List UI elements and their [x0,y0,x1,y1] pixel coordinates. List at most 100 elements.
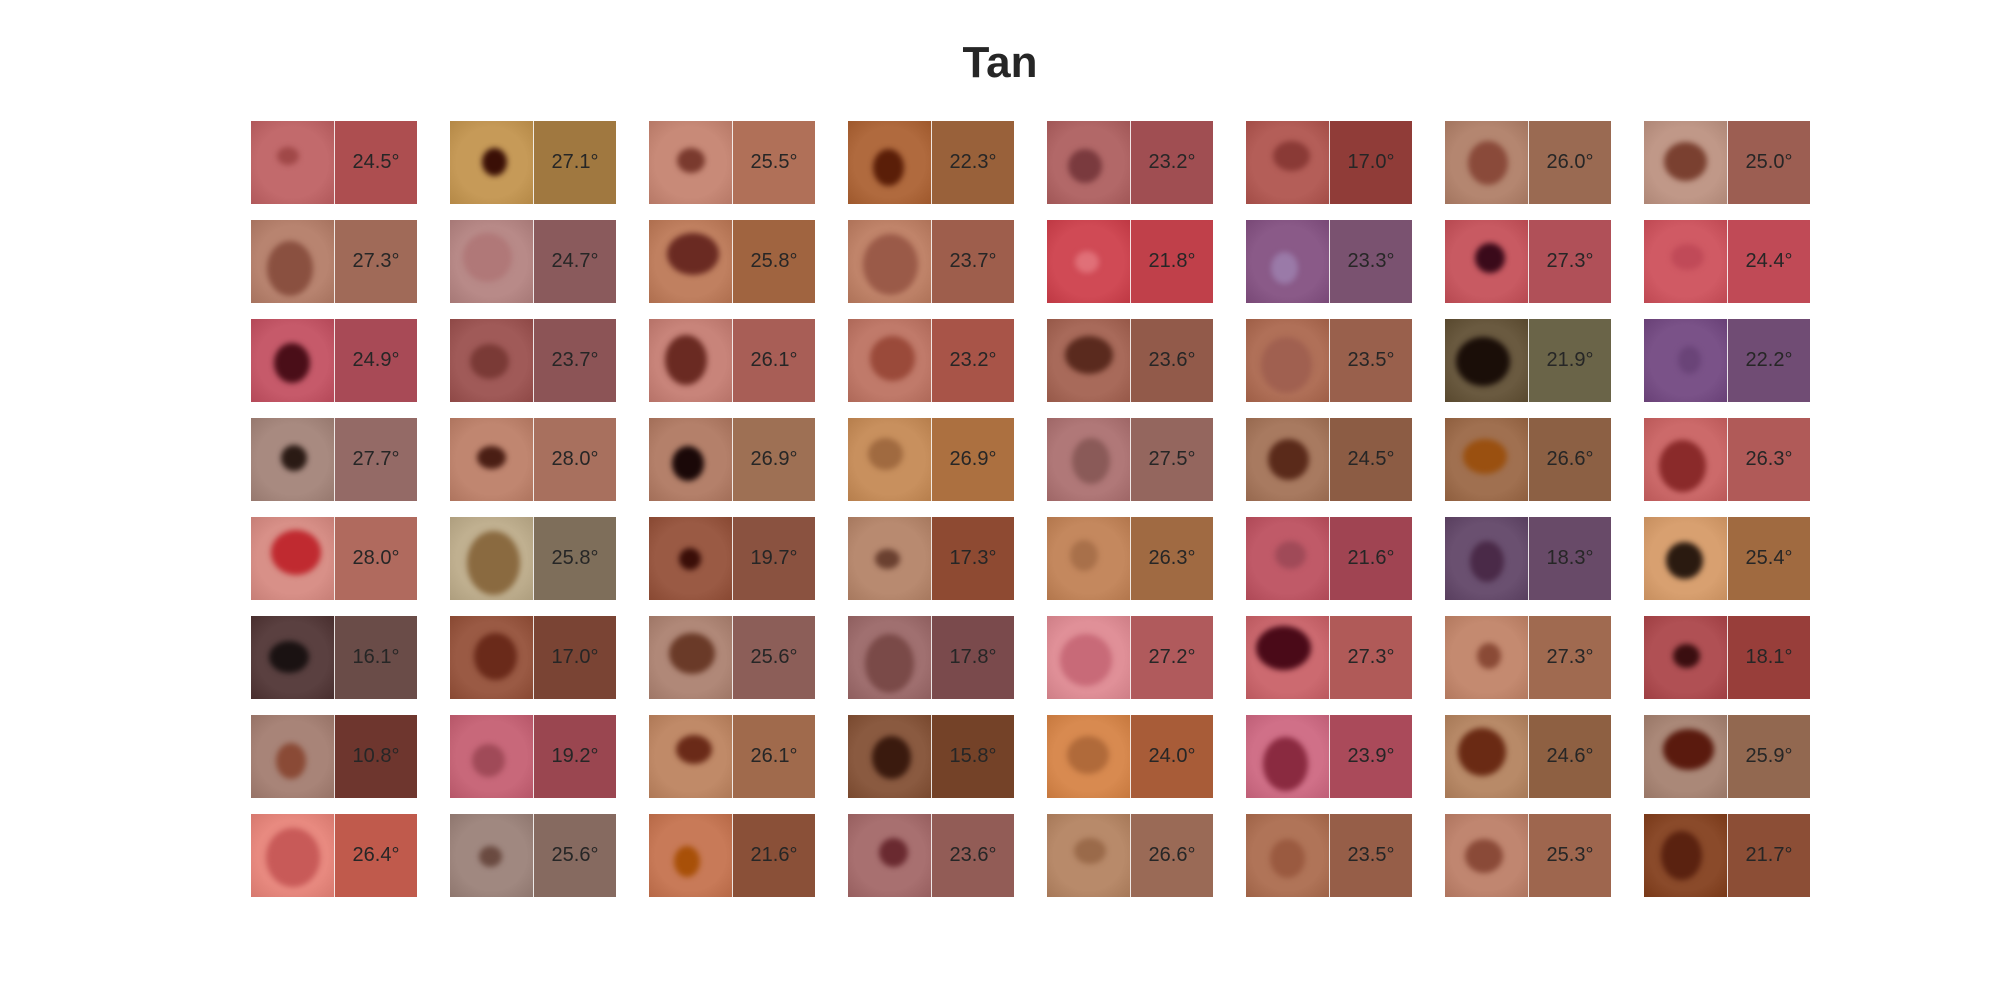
lesion-spot [669,633,715,674]
color-swatch: 23.2° [931,319,1014,402]
lesion-spot [1477,643,1501,669]
lesion-image [1246,220,1329,303]
lesion-image [848,616,931,699]
lesion-spot [1663,141,1707,181]
color-swatch: 16.1° [334,616,417,699]
lesion-image [450,121,533,204]
color-swatch: 25.8° [732,220,815,303]
image-pair: 27.1° [450,121,616,204]
lesion-spot [473,632,517,680]
color-swatch: 27.2° [1130,616,1213,699]
image-pair: 26.6° [1445,418,1611,501]
lesion-image [649,220,732,303]
lesion-spot [674,846,700,877]
image-pair: 17.0° [450,616,616,699]
lesion-image [1644,814,1727,897]
color-swatch: 26.6° [1130,814,1213,897]
lesion-image [848,220,931,303]
lesion-spot [1470,541,1504,582]
image-pair: 26.9° [848,418,1014,501]
image-pair: 19.2° [450,715,616,798]
lesion-image [450,616,533,699]
lesion-image [450,220,533,303]
color-swatch: 19.2° [533,715,616,798]
image-pair: 26.3° [1047,517,1213,600]
lesion-image [251,418,334,501]
color-swatch: 25.9° [1727,715,1810,798]
image-pair: 27.3° [1246,616,1412,699]
lesion-image [649,418,732,501]
image-pair: 21.6° [649,814,815,897]
color-swatch: 24.5° [334,121,417,204]
lesion-image [251,814,334,897]
lesion-spot [874,548,900,569]
image-pair: 17.3° [848,517,1014,600]
lesion-spot [1067,736,1109,774]
lesion-spot [676,735,712,764]
lesion-spot [1672,643,1700,668]
color-swatch: 17.3° [931,517,1014,600]
lesion-image [1047,814,1130,897]
lesion-image [649,814,732,897]
lesion-image [450,319,533,402]
lesion-spot [1255,625,1311,670]
image-pair: 27.3° [1445,220,1611,303]
image-pair: 23.5° [1246,319,1412,402]
image-pair: 26.6° [1047,814,1213,897]
color-swatch: 24.9° [334,319,417,402]
lesion-spot [679,548,701,570]
lesion-image [251,319,334,402]
lesion-image [649,121,732,204]
color-swatch: 25.5° [732,121,815,204]
lesion-image [1246,616,1329,699]
color-swatch: 22.3° [931,121,1014,204]
lesion-image [1445,517,1528,600]
image-pair: 18.1° [1644,616,1810,699]
image-pair: 26.4° [251,814,417,897]
color-swatch: 21.9° [1528,319,1611,402]
color-swatch: 17.0° [1329,121,1412,204]
lesion-spot [1456,337,1510,386]
image-pair: 21.8° [1047,220,1213,303]
image-pair: 23.5° [1246,814,1412,897]
lesion-spot [266,828,320,887]
lesion-image [1047,418,1130,501]
color-swatch: 26.1° [732,319,815,402]
lesion-spot [1463,439,1507,474]
lesion-spot [1074,838,1106,864]
lesion-spot [1272,140,1310,171]
lesion-spot [1260,336,1312,393]
color-swatch: 21.6° [732,814,815,897]
lesion-image [251,616,334,699]
color-swatch: 26.9° [732,418,815,501]
image-pair: 25.4° [1644,517,1810,600]
color-swatch: 21.7° [1727,814,1810,897]
lesion-spot [864,633,914,693]
color-swatch: 26.9° [931,418,1014,501]
lesion-image [450,517,533,600]
color-swatch: 27.7° [334,418,417,501]
color-swatch: 25.0° [1727,121,1810,204]
color-swatch: 24.7° [533,220,616,303]
lesion-spot [672,446,704,481]
color-swatch: 26.0° [1528,121,1611,204]
color-swatch: 17.0° [533,616,616,699]
image-pair: 24.7° [450,220,616,303]
lesion-spot [871,735,911,779]
color-swatch: 18.1° [1727,616,1810,699]
lesion-spot [1070,540,1098,571]
image-pair: 17.8° [848,616,1014,699]
lesion-spot [872,148,904,186]
lesion-spot [1068,149,1102,183]
lesion-spot [267,241,313,296]
color-swatch: 17.8° [931,616,1014,699]
image-pair: 23.7° [450,319,616,402]
lesion-image [848,715,931,798]
lesion-spot [1665,541,1703,579]
image-pair: 22.2° [1644,319,1810,402]
image-pair: 25.8° [450,517,616,600]
color-swatch: 25.8° [533,517,616,600]
image-pair: 25.6° [649,616,815,699]
lesion-spot [276,743,306,779]
lesion-image [1047,616,1130,699]
